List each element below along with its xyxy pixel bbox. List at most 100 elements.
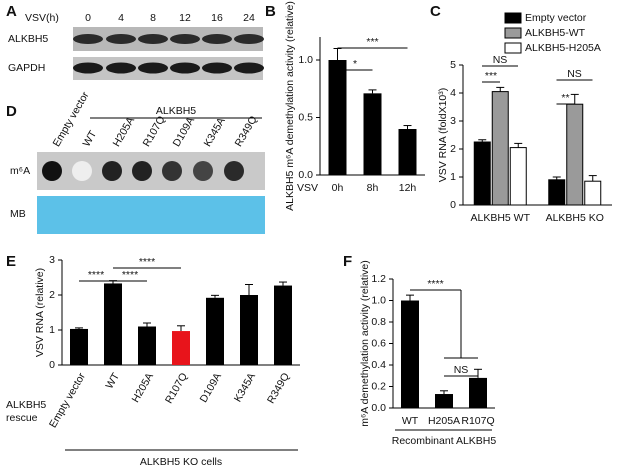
- x-axis-label: Recombinant ALKBH5: [392, 435, 497, 447]
- y-tick-label: 0.0: [298, 169, 313, 181]
- dot: [162, 161, 182, 181]
- bar: [363, 93, 382, 175]
- bar: [328, 60, 347, 175]
- column-label: R107Q: [141, 114, 168, 149]
- bar: [104, 283, 122, 365]
- panel-label: A: [6, 3, 17, 20]
- legend-label: ALKBH5-WT: [525, 27, 586, 39]
- bar: [401, 300, 419, 408]
- band: [106, 62, 136, 74]
- y-axis-label: m⁶A demethylation activity (relative): [359, 260, 371, 427]
- band: [138, 34, 168, 44]
- sig-label: **: [561, 92, 569, 104]
- row-label: MB: [10, 208, 26, 220]
- y-tick-label: 5: [450, 59, 456, 71]
- x-axis-label: VSV: [297, 182, 318, 194]
- time-label: 4: [118, 12, 124, 24]
- panel-label: D: [6, 103, 17, 120]
- x-tick-label: Empty vector: [47, 370, 88, 429]
- x-tick-label: WT: [402, 415, 419, 427]
- y-tick-label: 4: [450, 87, 456, 99]
- column-label: H205A: [111, 115, 137, 149]
- time-label: 16: [211, 12, 223, 24]
- bar: [491, 91, 509, 206]
- band: [138, 62, 168, 74]
- band: [234, 34, 264, 44]
- bar: [70, 328, 88, 365]
- sig-label: ****: [122, 269, 138, 281]
- panel-label: C: [430, 3, 441, 20]
- panel-label: B: [265, 3, 276, 20]
- x-tick-label: ALKBH5 WT: [470, 212, 530, 224]
- y-tick-label: 3: [49, 254, 55, 266]
- row-label: ALKBH5: [8, 33, 48, 45]
- legend-swatch: [504, 27, 522, 39]
- y-tick-label: 0.8: [371, 316, 386, 328]
- mb-blot: [37, 196, 265, 234]
- band: [73, 34, 103, 44]
- y-tick-label: 2: [450, 143, 456, 155]
- y-axis-label: VSV RNA (relative): [34, 268, 46, 357]
- sig-label: ***: [366, 36, 378, 48]
- sig-label: NS: [493, 54, 508, 66]
- legend-swatch: [504, 42, 522, 54]
- panel-label: F: [343, 253, 352, 270]
- x-tick-label: 8h: [367, 182, 379, 194]
- x-tick-label: 0h: [332, 182, 344, 194]
- y-tick-label: 1: [450, 171, 456, 183]
- x-tick-label: WT: [103, 370, 122, 391]
- bar: [274, 285, 292, 365]
- time-label: 8: [150, 12, 156, 24]
- dot: [224, 161, 244, 181]
- x-tick-label: K345A: [232, 371, 258, 404]
- dot: [72, 161, 92, 181]
- dot: [102, 161, 122, 181]
- y-axis-label: ALKBH5 m⁶A demethylation activity (relat…: [284, 1, 296, 211]
- sig-label: ****: [427, 278, 443, 290]
- y-tick-label: 2: [49, 289, 55, 301]
- row-label: GAPDH: [8, 62, 45, 74]
- y-tick-label: 1.0: [298, 54, 313, 66]
- y-tick-label: 0.6: [371, 337, 386, 349]
- time-label: 0: [85, 12, 91, 24]
- y-tick-label: 1: [49, 324, 55, 336]
- y-tick-label: 1.2: [371, 273, 386, 285]
- sig-label: ***: [485, 70, 497, 82]
- group-header: ALKBH5: [156, 105, 196, 117]
- column-label: WT: [81, 128, 100, 149]
- y-tick-label: 0.5: [298, 111, 313, 123]
- y-tick-label: 3: [450, 115, 456, 127]
- y-tick-label: 0.0: [371, 402, 386, 414]
- bar: [548, 179, 566, 206]
- legend-label: Empty vector: [525, 12, 587, 24]
- sig-label: NS: [567, 68, 582, 80]
- x-tick-label: ALKBH5 KO: [546, 212, 604, 224]
- bar: [584, 180, 602, 206]
- x-tick-label: R107Q: [461, 415, 494, 427]
- band: [106, 34, 136, 44]
- column-label: D109A: [171, 115, 197, 149]
- band: [170, 34, 200, 44]
- x-tick-label: D109A: [198, 371, 224, 405]
- sig-label: ****: [88, 269, 104, 281]
- band: [234, 62, 264, 74]
- bar: [138, 326, 156, 365]
- bar: [398, 129, 417, 175]
- x-tick-label: H205A: [130, 371, 156, 405]
- x-tick-label: H205A: [428, 415, 460, 427]
- legend-label: ALKBH5-H205A: [525, 42, 601, 54]
- row-label: rescue: [6, 412, 38, 424]
- bar: [206, 297, 224, 365]
- dot: [193, 161, 213, 181]
- y-tick-label: 0: [49, 359, 55, 371]
- sig-label: ****: [139, 256, 155, 268]
- bar: [566, 103, 584, 206]
- bar: [473, 141, 491, 206]
- x-tick-label: 12h: [399, 182, 417, 194]
- x-tick-label: R107Q: [163, 371, 190, 406]
- x-tick-label: R349Q: [265, 371, 292, 406]
- y-tick-label: 0.4: [371, 359, 386, 371]
- column-label: R349Q: [233, 114, 260, 149]
- band: [202, 62, 232, 74]
